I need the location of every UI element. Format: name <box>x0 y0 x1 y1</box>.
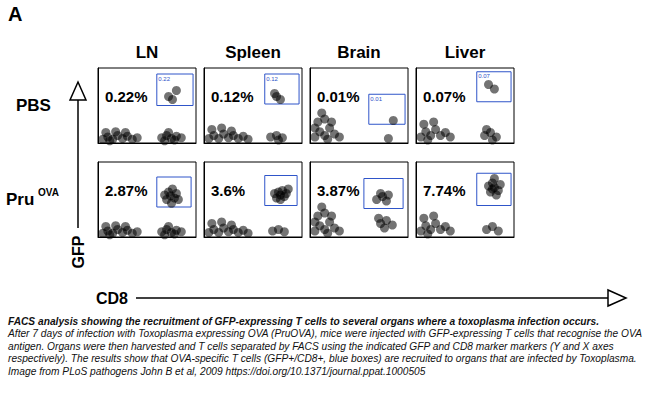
svg-text:0.07: 0.07 <box>478 73 490 79</box>
svg-text:0.12: 0.12 <box>266 76 278 82</box>
svg-text:Brain: Brain <box>337 43 380 62</box>
html-text:After 7 days of infection with: After 7 days of infection with Toxoplasm… <box>8 328 642 377</box>
svg-text:PBS: PBS <box>16 96 51 115</box>
svg-text:Spleen: Spleen <box>225 43 281 62</box>
svg-text:0.22: 0.22 <box>158 76 170 82</box>
svg-text:CD8: CD8 <box>96 290 128 307</box>
svg-text:0.12%: 0.12% <box>211 88 254 105</box>
svg-text:LN: LN <box>136 43 159 62</box>
svg-text:7.74%: 7.74% <box>423 182 466 199</box>
svg-text:0.07%: 0.07% <box>423 88 466 105</box>
svg-text:Liver: Liver <box>445 43 486 62</box>
svg-text:0.01%: 0.01% <box>317 88 360 105</box>
svg-text:0.22%: 0.22% <box>105 88 148 105</box>
html-text:FACS analysis showing the recr: FACS analysis showing the recruitment of… <box>8 316 599 327</box>
svg-text:0.01: 0.01 <box>370 96 382 102</box>
svg-text:3.6%: 3.6% <box>211 182 245 199</box>
svg-text:Pru: Pru <box>6 190 34 209</box>
svg-text:GFP: GFP <box>70 235 87 268</box>
svg-text:2.87%: 2.87% <box>105 182 148 199</box>
svg-text:OVA: OVA <box>38 187 59 198</box>
svg-text:3.87%: 3.87% <box>317 182 360 199</box>
svg-text:A: A <box>8 3 22 25</box>
